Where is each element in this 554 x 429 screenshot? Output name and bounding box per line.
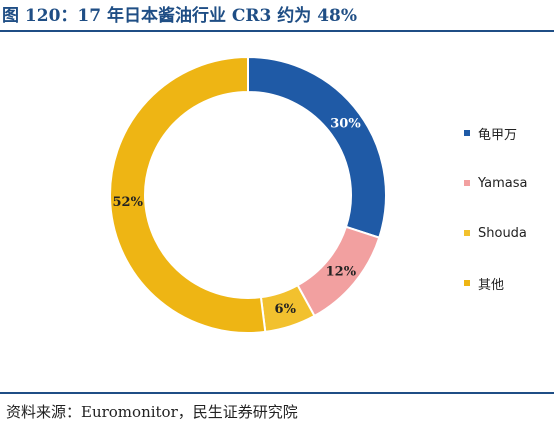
slice-label-2: 12% — [326, 264, 357, 279]
legend-item-2: Yamasa — [464, 173, 554, 193]
legend-swatch — [464, 230, 470, 236]
chart-title: 图 120：17 年日本酱油行业 CR3 约为 48% — [2, 6, 358, 26]
source-note: 资料来源：Euromonitor，民生证券研究院 — [6, 403, 298, 421]
legend-item-4: 其他 — [464, 273, 554, 293]
legend-label: 其他 — [478, 277, 505, 293]
legend-item-1: 龟甲万 — [464, 123, 554, 143]
chart-legend: 龟甲万 Yamasa Shouda 其他 — [464, 123, 554, 323]
slice-label-1: 30% — [330, 117, 361, 132]
source-rule — [0, 392, 554, 394]
legend-swatch — [464, 130, 470, 136]
title-rule — [0, 30, 554, 32]
legend-swatch — [464, 280, 470, 286]
legend-label: 龟甲万 — [478, 127, 518, 143]
legend-label: Shouda — [478, 225, 527, 241]
slice-label-3: 6% — [275, 302, 297, 317]
legend-item-3: Shouda — [464, 223, 554, 243]
legend-label: Yamasa — [478, 175, 528, 191]
slice-label-4: 52% — [113, 195, 144, 210]
slice-4 — [109, 55, 267, 334]
legend-swatch — [464, 180, 470, 186]
donut-chart: 30% 12% 6% 52% — [109, 55, 387, 334]
slice-1 — [247, 55, 387, 239]
